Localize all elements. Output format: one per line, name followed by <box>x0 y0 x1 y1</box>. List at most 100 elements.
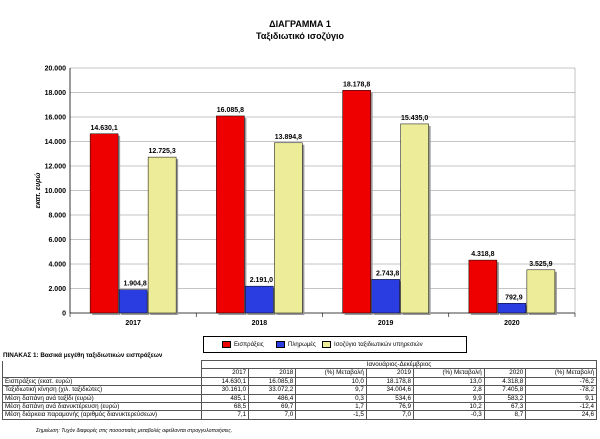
table-cell: 68,5 <box>200 402 250 412</box>
table-cell: 4.318,8 <box>483 376 527 387</box>
legend-swatch-balance <box>322 341 331 348</box>
table-cell: 583,2 <box>483 393 527 404</box>
y-tick-label: 2.000 <box>48 286 66 293</box>
x-tick-label: 2020 <box>504 320 520 327</box>
y-tick-label: 4.000 <box>48 262 66 269</box>
table-cell: 7.405,8 <box>483 385 527 395</box>
table-row: Μέση δαπάνη ανά ταξίδι (ευρώ) 485,1 486,4 0… <box>2 393 597 404</box>
table-cell: 33.072,2 <box>248 385 297 395</box>
table-body: Εισπράξεις (εκατ. ευρώ) 14.630,1 16.085,8 1… <box>2 376 597 420</box>
legend-swatch-receipts <box>222 341 231 348</box>
table-cell: 486,4 <box>248 393 297 404</box>
table-header-row: 2017 2018 (%) Μεταβολή 2019 (%) Μεταβολή… <box>2 368 597 378</box>
legend-item-balance: Ισοζύγιο ταξιδιωτικών υπηρεσιών <box>322 341 423 348</box>
bar <box>526 269 556 314</box>
table-cell: 18.178,8 <box>365 376 415 387</box>
table-cell: 24,6 <box>525 410 597 420</box>
table-period-row: Ιανουάριος-Δεκέμβριος <box>2 359 597 370</box>
y-tick-label: 12.000 <box>45 164 67 171</box>
y-tick-label: 10.000 <box>45 188 67 195</box>
legend-label-payments: Πληρωμές <box>288 341 316 348</box>
table-cell: 16.085,8 <box>248 376 297 387</box>
data-label: 12.725,3 <box>149 148 176 155</box>
y-axis-label: εκατ. ευρώ <box>35 172 42 208</box>
table-header: 2018 <box>248 368 297 378</box>
table-cell: 14.630,1 <box>200 376 250 387</box>
table-row-label: Ταξιδιωτική κίνηση (χιλ. ταξιδιώτες) <box>2 385 202 395</box>
table-cell: 0,3 <box>295 393 367 404</box>
table-cell: 10,0 <box>295 376 367 387</box>
table-cell: -12,4 <box>525 402 597 412</box>
table-header: (%) Μεταβολή <box>413 368 485 378</box>
table-cell: 69,7 <box>248 402 297 412</box>
table-header: 2017 <box>200 368 250 378</box>
table-header: (%) Μεταβολή <box>525 368 597 378</box>
chart-legend: Εισπράξεις Πληρωμές Ισοζύγιο ταξιδιωτικώ… <box>203 336 467 353</box>
table-row-label: Μέση δαπάνη ανά ταξίδι (ευρώ) <box>2 393 202 404</box>
table-cell: -0,3 <box>413 410 485 420</box>
table-note: Σημείωση: Τυχόν διαφορές στις ποσοστιαίε… <box>36 428 233 434</box>
table-row-label: Εισπράξεις (εκατ. ευρώ) <box>2 376 202 387</box>
legend-swatch-payments <box>276 341 285 348</box>
table-row-label: Μέση διάρκεια παραμονής (αριθμός διανυκτ… <box>2 410 202 420</box>
table-cell: -1,5 <box>295 410 367 420</box>
table-corner-lower <box>2 368 202 378</box>
table-corner <box>2 360 202 369</box>
table-cell: 7,1 <box>200 410 250 420</box>
table-title: ΠΙΝΑΚΑΣ 1: Βασικά μεγέθη ταξιδιωτικών ει… <box>3 352 163 359</box>
table-header: 2019 <box>365 368 415 378</box>
data-label: 3.525,9 <box>529 261 552 268</box>
legend-item-payments: Πληρωμές <box>276 341 316 348</box>
y-tick-label: 16.000 <box>45 115 67 122</box>
bar <box>274 142 303 314</box>
table-cell: 10,2 <box>413 402 485 412</box>
y-tick-label: 0 <box>62 311 66 318</box>
table-cell: 534,6 <box>365 393 415 404</box>
bar <box>371 279 400 314</box>
y-tick-label: 18.000 <box>45 90 67 97</box>
legend-label-receipts: Εισπράξεις <box>234 341 264 348</box>
y-tick-label: 14.000 <box>45 139 67 146</box>
table-cell: 2,8 <box>413 385 485 395</box>
data-label: 2.191,0 <box>250 277 273 284</box>
bar <box>342 90 371 314</box>
table-header: (%) Μεταβολή <box>295 368 367 378</box>
table-cell: 9,9 <box>413 393 485 404</box>
bar <box>89 133 119 314</box>
chart-title: ΔΙΑΓΡΑΜΜΑ 1 <box>269 19 331 29</box>
data-label: 13.894,8 <box>275 134 302 141</box>
table-period: Ιανουάριος-Δεκέμβριος <box>201 359 597 370</box>
data-label: 14.630,1 <box>91 125 118 132</box>
x-tick-label: 2019 <box>378 320 394 327</box>
bar <box>147 156 177 314</box>
y-tick-label: 20.000 <box>45 66 67 73</box>
table-cell: 7,0 <box>248 410 297 420</box>
data-label: 15.435,0 <box>401 115 428 122</box>
table-cell: 9,1 <box>525 393 597 404</box>
bar <box>245 285 274 314</box>
table-cell: 67,3 <box>483 402 527 412</box>
data-label: 2.743,8 <box>376 270 399 277</box>
y-tick-label: 6.000 <box>48 237 66 244</box>
data-label: 4.318,8 <box>471 251 494 258</box>
data-table: Ιανουάριος-Δεκέμβριος 2017 2018 (%) Μετα… <box>2 359 597 420</box>
legend-label-balance: Ισοζύγιο ταξιδιωτικών υπηρεσιών <box>334 341 423 348</box>
bar-chart: 0 2.000 4.000 6.000 8.000 10.000 12.000 14.000 1… <box>35 66 576 327</box>
table-header: 2020 <box>483 368 527 378</box>
bar <box>216 115 245 314</box>
data-label: 16.085,8 <box>217 107 244 114</box>
table-row: Εισπράξεις (εκατ. ευρώ) 14.630,1 16.085,8 1… <box>2 376 597 387</box>
table-row: Ταξιδιωτική κίνηση (χιλ. ταξιδιώτες) 30.1… <box>2 385 597 395</box>
table-cell: 1,7 <box>295 402 367 412</box>
table-cell: 485,1 <box>200 393 250 404</box>
bar <box>497 303 527 314</box>
y-tick-label: 8.000 <box>48 213 66 220</box>
chart-subtitle: Ταξιδιωτικό ισοζύγιο <box>256 31 344 41</box>
table-cell: 34.004,6 <box>365 385 415 395</box>
table-cell: 13,0 <box>413 376 485 387</box>
table-cell: 76,9 <box>365 402 415 412</box>
data-label: 1.904,8 <box>123 281 146 288</box>
table-cell: 8,7 <box>483 410 527 420</box>
table-row: Μέση διάρκεια παραμονής (αριθμός διανυκτ… <box>2 410 597 420</box>
data-label: 792,9 <box>505 294 523 301</box>
